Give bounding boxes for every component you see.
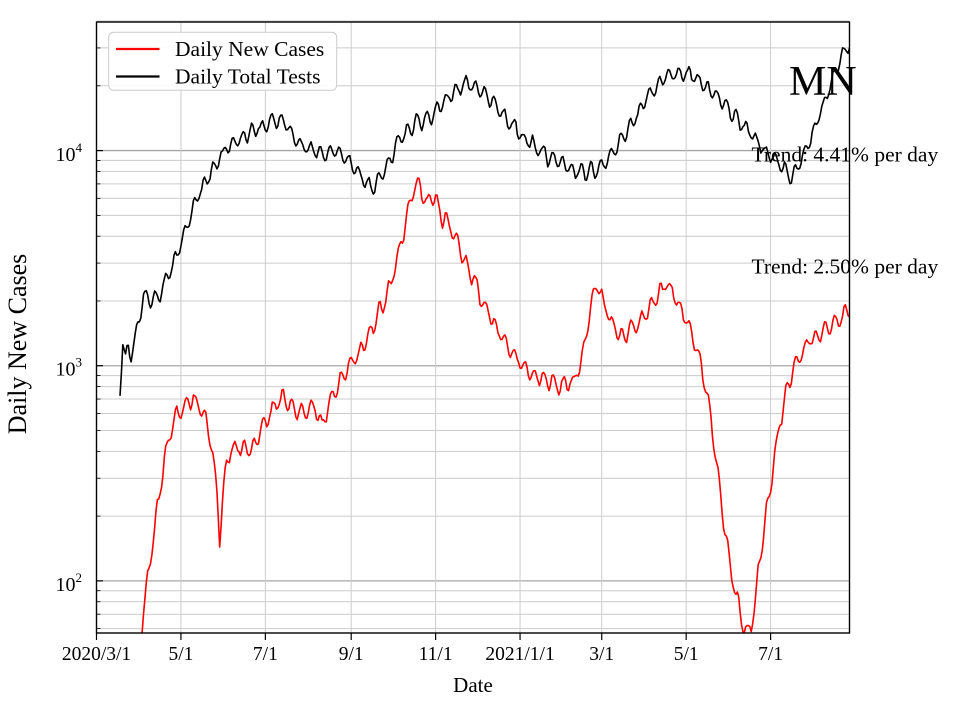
svg-text:103: 103 bbox=[56, 355, 83, 381]
svg-text:104: 104 bbox=[56, 140, 83, 166]
svg-text:2020/3/1: 2020/3/1 bbox=[62, 644, 131, 665]
svg-text:Daily Total Tests: Daily Total Tests bbox=[175, 65, 321, 89]
svg-text:Daily New Cases: Daily New Cases bbox=[175, 37, 324, 61]
svg-text:MN: MN bbox=[789, 59, 857, 105]
svg-text:7/1: 7/1 bbox=[758, 644, 783, 665]
svg-text:11/1: 11/1 bbox=[419, 644, 453, 665]
svg-text:Trend: 4.41% per day: Trend: 4.41% per day bbox=[752, 143, 939, 167]
svg-text:7/1: 7/1 bbox=[253, 644, 278, 665]
svg-text:5/1: 5/1 bbox=[674, 644, 699, 665]
svg-text:102: 102 bbox=[56, 570, 83, 596]
svg-text:3/1: 3/1 bbox=[589, 644, 614, 665]
svg-text:Trend: 2.50% per day: Trend: 2.50% per day bbox=[752, 255, 939, 279]
svg-text:5/1: 5/1 bbox=[168, 644, 193, 665]
svg-text:Daily New Cases: Daily New Cases bbox=[3, 254, 32, 435]
svg-text:Date: Date bbox=[453, 673, 493, 697]
svg-text:9/1: 9/1 bbox=[339, 644, 364, 665]
svg-text:2021/1/1: 2021/1/1 bbox=[485, 644, 554, 665]
